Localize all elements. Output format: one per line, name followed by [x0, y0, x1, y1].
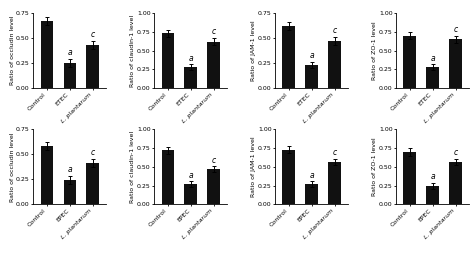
Bar: [207, 42, 220, 88]
Bar: [305, 65, 318, 88]
Text: c: c: [211, 156, 216, 165]
Y-axis label: Ratio of occludin level: Ratio of occludin level: [9, 16, 15, 85]
Text: a: a: [189, 54, 193, 63]
Bar: [41, 146, 53, 204]
Y-axis label: Ratio of ZO-1 level: Ratio of ZO-1 level: [373, 138, 377, 196]
Text: a: a: [310, 171, 314, 180]
Bar: [64, 63, 76, 88]
Bar: [162, 150, 174, 204]
Text: c: c: [454, 148, 457, 157]
Text: c: c: [454, 25, 457, 34]
Text: c: c: [332, 26, 337, 35]
Bar: [283, 150, 295, 204]
Bar: [184, 184, 197, 204]
Bar: [41, 21, 53, 88]
Text: c: c: [332, 148, 337, 157]
Bar: [449, 39, 462, 88]
Bar: [403, 36, 416, 88]
Bar: [162, 33, 174, 88]
Y-axis label: Ratio of JAM-1 level: Ratio of JAM-1 level: [251, 20, 256, 81]
Bar: [426, 67, 439, 88]
Bar: [86, 45, 99, 88]
Bar: [328, 162, 341, 204]
Bar: [426, 185, 439, 204]
Y-axis label: Ratio of claudin-1 level: Ratio of claudin-1 level: [130, 131, 136, 203]
Bar: [328, 41, 341, 88]
Text: a: a: [189, 171, 193, 180]
Bar: [403, 152, 416, 204]
Text: a: a: [310, 51, 314, 60]
Text: c: c: [91, 148, 95, 157]
Bar: [86, 163, 99, 204]
Text: c: c: [211, 27, 216, 36]
Bar: [305, 184, 318, 204]
Y-axis label: Ratio of ZO-1 level: Ratio of ZO-1 level: [373, 21, 377, 80]
Text: a: a: [430, 54, 435, 63]
Bar: [207, 169, 220, 204]
Y-axis label: Ratio of claudin-1 level: Ratio of claudin-1 level: [130, 14, 136, 87]
Bar: [184, 67, 197, 88]
Text: c: c: [91, 30, 95, 39]
Bar: [283, 26, 295, 88]
Bar: [449, 162, 462, 204]
Text: a: a: [430, 172, 435, 181]
Text: a: a: [67, 165, 72, 174]
Y-axis label: Ratio of occludin level: Ratio of occludin level: [9, 132, 15, 201]
Text: a: a: [67, 48, 72, 57]
Bar: [64, 180, 76, 204]
Y-axis label: Ratio of JAM-1 level: Ratio of JAM-1 level: [251, 137, 256, 197]
